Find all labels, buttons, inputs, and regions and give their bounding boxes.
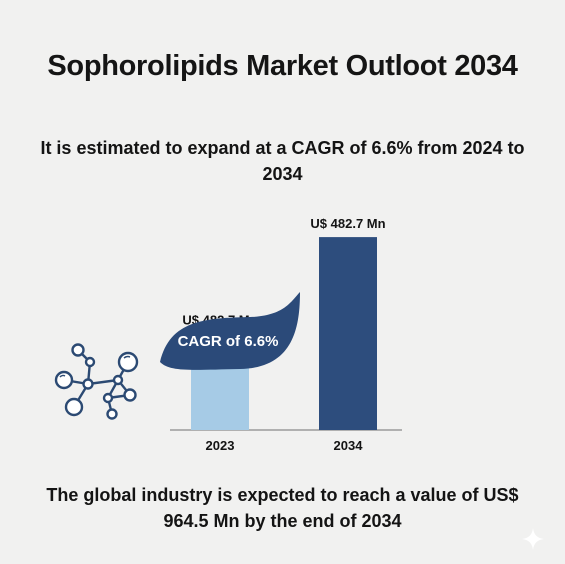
page-title: Sophorolipids Market Outloot 2034 [47, 50, 518, 82]
industry-value-footer: The global industry is expected to reach… [46, 485, 519, 531]
cagr-banner [160, 292, 300, 370]
x-tick-2023: 2023 [206, 438, 235, 453]
cagr-subtitle: It is estimated to expand at a CAGR of 6… [40, 138, 525, 184]
bar-2034 [319, 237, 377, 430]
sparkle-icon [522, 528, 544, 550]
cagr-label: CAGR of 6.6% [178, 333, 279, 350]
molecule-icon [54, 343, 139, 420]
x-tick-2034: 2034 [334, 438, 364, 453]
data-label-2034: U$ 482.7 Mn [310, 216, 385, 231]
